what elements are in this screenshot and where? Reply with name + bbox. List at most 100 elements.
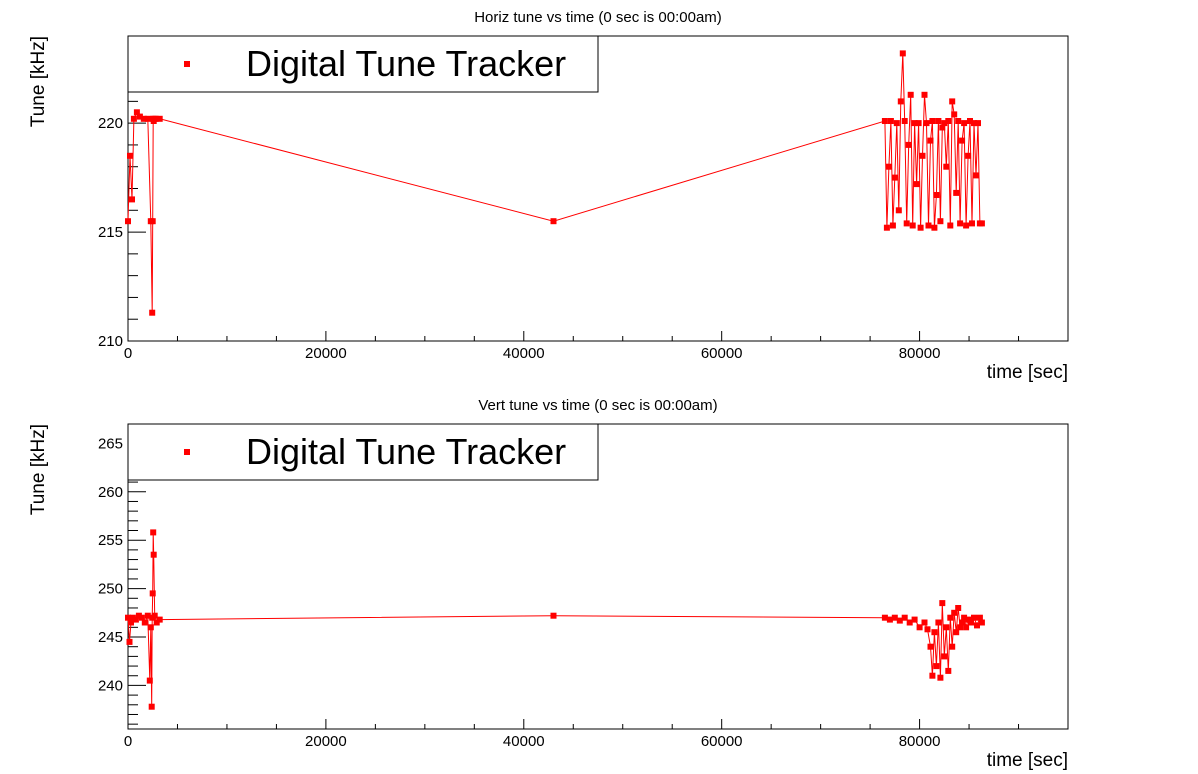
- data-point: [923, 120, 930, 127]
- data-point: [887, 118, 894, 124]
- data-point: [144, 115, 151, 122]
- data-point: [151, 612, 158, 619]
- data-point: [937, 218, 944, 225]
- legend: Digital Tune Tracker: [127, 423, 599, 481]
- data-point: [140, 115, 147, 122]
- y-tick-label: 265: [98, 435, 123, 452]
- data-point: [931, 629, 938, 636]
- data-point: [975, 120, 981, 127]
- x-tick-label: 20000: [305, 345, 347, 362]
- data-point: [974, 622, 980, 629]
- data-point: [971, 614, 977, 621]
- x-tick-label: 60000: [701, 733, 743, 750]
- data-point: [919, 152, 926, 159]
- data-point: [132, 616, 139, 623]
- data-point: [961, 120, 968, 127]
- data-point: [937, 674, 944, 681]
- x-tick-label: 20000: [305, 733, 347, 750]
- data-point: [957, 624, 964, 631]
- x-axis-label: time [sec]: [987, 750, 1068, 771]
- data-point: [126, 638, 133, 645]
- vert-tune-panel: Vert tune vs time (0 sec is 00:00am) 0 20…: [28, 397, 1069, 771]
- data-point: [965, 152, 972, 159]
- data-point: [963, 222, 970, 229]
- data-point: [141, 619, 148, 626]
- data-point: [953, 189, 960, 196]
- data-point: [959, 137, 966, 144]
- x-tick-label: 80000: [899, 733, 941, 750]
- data-point: [129, 196, 135, 203]
- legend-entry: Digital Tune Tracker: [246, 43, 566, 84]
- data-point: [150, 529, 157, 536]
- data-point: [911, 616, 918, 623]
- data-point: [935, 619, 942, 626]
- data-point: [891, 614, 898, 621]
- data-point: [906, 619, 913, 626]
- data-point: [893, 120, 900, 127]
- data-point: [147, 624, 154, 631]
- data-point: [130, 115, 137, 122]
- data-point: [881, 118, 888, 124]
- data-point: [550, 218, 557, 225]
- horiz-tune-panel: Horiz tune vs time (0 sec is 00:00am) 0 2…: [28, 9, 1069, 383]
- x-tick-label: 80000: [899, 345, 941, 362]
- data-point: [881, 614, 888, 621]
- data-point: [915, 120, 922, 127]
- x-axis-label: time [sec]: [987, 362, 1068, 383]
- data-point: [889, 222, 896, 229]
- data-point: [933, 663, 940, 670]
- data-point: [955, 118, 962, 124]
- data-point: [973, 172, 979, 179]
- data-point: [144, 612, 151, 619]
- series: [125, 529, 985, 710]
- chart-title: Horiz tune vs time (0 sec is 00:00am): [474, 9, 722, 26]
- data-point: [943, 163, 950, 170]
- data-point: [921, 91, 928, 98]
- data-point: [146, 677, 153, 684]
- chart-title: Vert tune vs time (0 sec is 00:00am): [478, 397, 717, 414]
- data-point: [133, 109, 140, 116]
- data-point: [947, 614, 954, 621]
- x-tick-label: 0: [124, 345, 132, 362]
- data-point: [885, 163, 892, 170]
- series-line: [127, 532, 983, 707]
- legend-box: [127, 423, 599, 481]
- data-point: [957, 220, 964, 227]
- data-point: [149, 309, 156, 316]
- data-point: [949, 98, 956, 105]
- data-point: [152, 115, 159, 122]
- series: [125, 50, 985, 316]
- data-point: [939, 124, 946, 131]
- data-point: [941, 653, 948, 660]
- data-point: [951, 111, 958, 118]
- x-tick-label: 0: [124, 733, 132, 750]
- data-point: [929, 672, 936, 679]
- data-point: [901, 614, 908, 621]
- data-point: [905, 141, 912, 148]
- data-point: [935, 118, 942, 124]
- x-tick-label: 40000: [503, 733, 545, 750]
- legend-box: [127, 35, 599, 93]
- axes: 0 20000 40000 60000 80000 240 245 250 255 260 265: [98, 423, 1069, 750]
- y-tick-label: 255: [98, 532, 123, 549]
- legend-entry: Digital Tune Tracker: [246, 431, 566, 472]
- data-point: [895, 207, 902, 214]
- data-point: [927, 137, 934, 144]
- data-point: [927, 643, 934, 650]
- legend: Digital Tune Tracker: [127, 35, 599, 93]
- y-tick-label: 245: [98, 629, 123, 646]
- data-point: [899, 50, 906, 57]
- data-point: [136, 113, 143, 120]
- data-point: [959, 619, 966, 626]
- y-tick-label: 215: [98, 224, 123, 241]
- y-tick-label: 250: [98, 581, 123, 598]
- axes: 0 20000 40000 60000 80000 210 215 220: [98, 35, 1069, 362]
- x-tick-label: 60000: [701, 345, 743, 362]
- y-tick-label: 260: [98, 484, 123, 501]
- data-point: [550, 612, 557, 619]
- data-point: [951, 609, 958, 616]
- data-point: [896, 617, 903, 624]
- data-point: [148, 703, 155, 710]
- data-point: [886, 616, 893, 623]
